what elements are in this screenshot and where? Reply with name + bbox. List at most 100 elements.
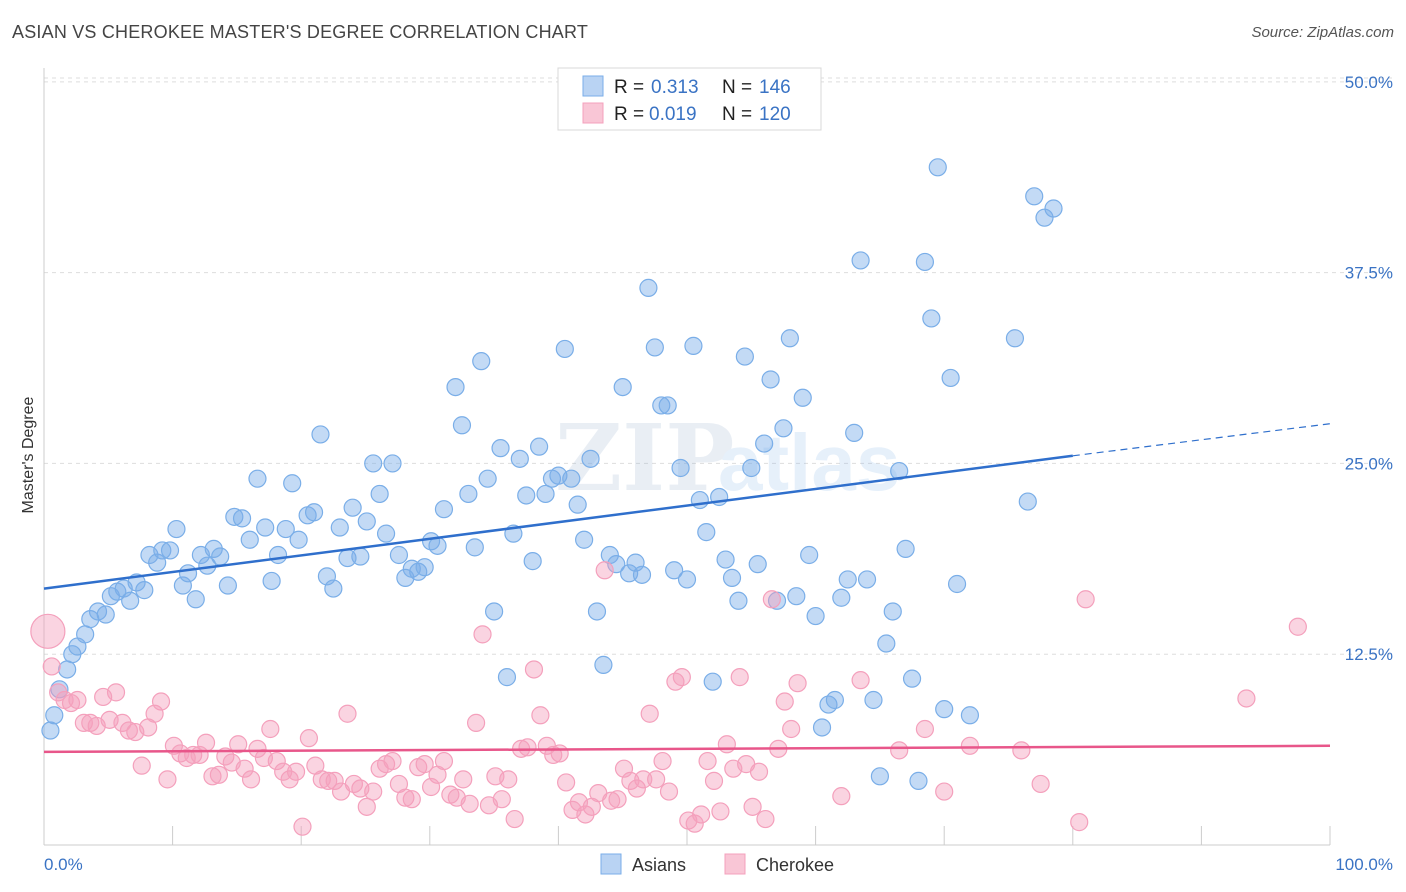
cherokee-point-11 (106, 683, 126, 702)
cherokee-point-80 (550, 744, 569, 763)
asians-point-80 (568, 495, 587, 514)
cherokee-point-102 (692, 805, 711, 824)
cherokee-point-33 (248, 739, 267, 758)
cherokee-point-101 (685, 814, 704, 833)
asians-point-30 (232, 509, 252, 528)
cherokee-point-15 (132, 756, 151, 775)
cherokee-point-71 (492, 790, 511, 809)
asians-point-82 (581, 449, 600, 468)
asians-point-92 (645, 338, 664, 357)
cherokee-point-111 (749, 762, 769, 781)
asians-point-38 (289, 530, 308, 549)
cherokee-point-73 (505, 809, 524, 829)
cherokee-point-99 (672, 668, 691, 687)
cherokee-point-72 (499, 770, 518, 789)
cherokee-point-117 (788, 674, 807, 693)
cherokee-point-106 (717, 735, 736, 754)
asians-point-116 (800, 545, 819, 565)
asians-point-106 (735, 347, 754, 366)
asians-point-44 (330, 518, 349, 537)
cherokee-point-65 (454, 770, 473, 789)
cherokee-point-31 (235, 759, 254, 778)
watermark: ZIP atlas (555, 404, 900, 512)
cherokee-point-124 (1012, 741, 1031, 760)
asians-point-118 (812, 718, 832, 737)
asians-point-64 (465, 538, 484, 557)
asians-point-130 (890, 461, 909, 481)
cherokee-point-126 (1070, 813, 1089, 832)
asians-point-36 (276, 519, 295, 539)
chart-title: ASIAN VS CHEROKEE MASTER'S DEGREE CORREL… (12, 22, 589, 42)
cherokee-point-128 (1237, 689, 1256, 708)
source-label: Source: ZipAtlas.com (1251, 24, 1394, 41)
asians-point-22 (178, 564, 198, 583)
asians-point-120 (825, 690, 844, 710)
series-asians (41, 158, 1063, 790)
gridlines (44, 77, 1392, 655)
cherokee-point-129 (1288, 617, 1307, 636)
cherokee-point-103 (698, 751, 717, 771)
asians-point-35 (268, 545, 288, 565)
asians-point-48 (357, 512, 376, 531)
asians-point-20 (167, 519, 186, 539)
asians-point-66 (478, 469, 497, 488)
asians-point-112 (774, 419, 793, 438)
asians-trend-extension (1072, 423, 1331, 457)
asians-point-9 (96, 605, 115, 624)
asians-point-0 (41, 721, 60, 740)
asians-point-19 (160, 541, 180, 560)
asians-point-97 (677, 570, 697, 589)
x-tick-label-min: 0.0% (44, 855, 83, 874)
cherokee-point-56 (396, 788, 415, 807)
cherokee-point-41 (299, 729, 319, 748)
cherokee-point-38 (280, 770, 299, 789)
cherokee-point-113 (762, 590, 781, 609)
asians-point-32 (248, 469, 267, 488)
asians-point-141 (1005, 329, 1025, 348)
cherokee-point-27 (209, 765, 228, 784)
bottom-legend: Asians Cherokee (600, 853, 834, 875)
cherokee-point-127 (1076, 590, 1095, 609)
asians-point-145 (1044, 199, 1063, 218)
asians-point-122 (838, 570, 857, 589)
asians-point-98 (684, 336, 703, 355)
asians-point-135 (922, 309, 941, 328)
asians-point-40 (304, 503, 324, 522)
cherokee-point-40 (293, 817, 312, 836)
asians-point-59 (428, 536, 447, 555)
asians-point-126 (864, 690, 883, 710)
cherokee-point-97 (659, 782, 679, 801)
asians-point-134 (915, 252, 935, 272)
asians-point-69 (497, 668, 517, 687)
asians-point-57 (415, 558, 434, 577)
cherokee-point-5 (68, 690, 87, 710)
legend-n-cherokee: 120 (759, 104, 791, 125)
cherokee-point-112 (756, 809, 775, 829)
cherokee-point-87 (595, 561, 614, 580)
asians-point-34 (262, 571, 281, 591)
cherokee-point-96 (653, 751, 672, 771)
asians-point-46 (343, 498, 362, 517)
asians-point-103 (716, 550, 735, 569)
asians-point-114 (787, 587, 806, 606)
cherokee-point-2 (49, 683, 68, 702)
y-axis-label: Master's Degree (20, 396, 37, 513)
asians-point-94 (658, 396, 677, 415)
asians-point-115 (793, 388, 812, 407)
cherokee-point-50 (357, 797, 376, 816)
asians-point-23 (186, 590, 205, 609)
watermark-atlas: atlas (718, 418, 900, 507)
y-tick-label-3: 50.0% (1345, 73, 1393, 92)
asians-point-28 (218, 576, 237, 595)
asians-point-99 (690, 490, 709, 510)
asians-point-72 (517, 486, 536, 505)
y-tick-label-0: 12.5% (1345, 645, 1393, 664)
asians-point-96 (671, 458, 690, 478)
asians-point-123 (845, 423, 864, 442)
asians-point-68 (491, 439, 510, 458)
cherokee-point-66 (460, 794, 479, 813)
legend-n-label-cherokee: N = (722, 104, 752, 125)
asians-point-60 (434, 500, 454, 519)
cherokee-point-13 (119, 721, 138, 740)
cherokee-point-75 (518, 738, 537, 757)
